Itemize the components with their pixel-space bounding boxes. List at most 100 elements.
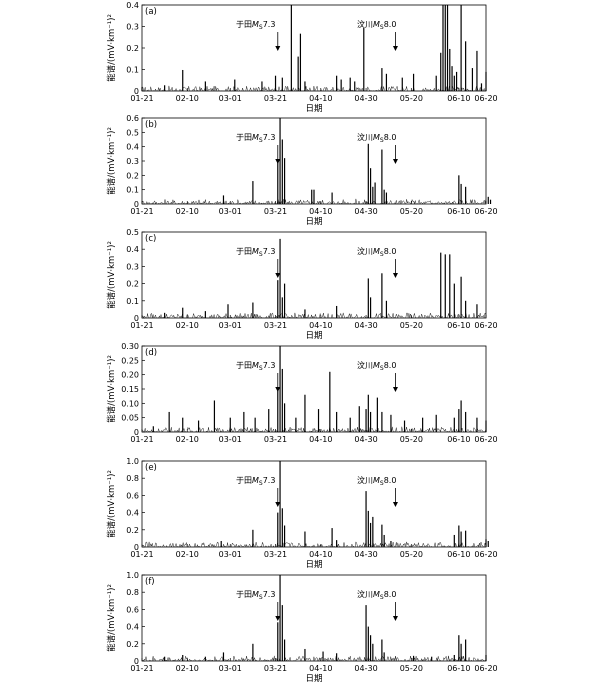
x-tick-label: 01-21	[130, 207, 153, 216]
y-tick-label: 0.10	[121, 399, 139, 408]
plot-frame	[141, 574, 487, 662]
x-tick-label: 06-20	[474, 435, 497, 444]
x-tick-label: 03-01	[219, 94, 242, 103]
x-tick-label: 03-21	[264, 321, 287, 330]
x-tick-label: 02-10	[176, 435, 199, 444]
y-tick-label: 0.5	[126, 228, 139, 237]
y-tick-label: 0.4	[126, 1, 139, 10]
y-tick-label: 0.3	[126, 23, 139, 32]
x-tick-label: 06-10	[447, 321, 470, 330]
event-arrowhead	[275, 502, 281, 507]
y-tick-label: 0.8	[126, 474, 139, 483]
x-axis-title: 日期	[305, 674, 322, 684]
y-tick-label: 0.6	[126, 491, 139, 500]
x-tick-label: 06-10	[447, 94, 470, 103]
event-arrowhead	[275, 616, 281, 621]
x-tick-label: 05-20	[400, 321, 423, 330]
panel-label: (a)	[145, 7, 157, 17]
x-tick-label: 02-10	[176, 550, 199, 559]
x-tick-label: 04-30	[354, 435, 377, 444]
x-axis-title: 日期	[305, 560, 322, 570]
event-arrowhead	[392, 502, 398, 507]
x-tick-label: 06-10	[447, 664, 470, 673]
event-arrowhead	[392, 616, 398, 621]
x-tick-label: 04-30	[354, 321, 377, 330]
x-tick-label: 03-01	[219, 550, 242, 559]
chart-panel-1: 0 0.1 0.2 0.3 0.4 01-21 02-10 03-01 03-21 04-10 04…	[106, 1, 498, 114]
event-label: 汶川MS8.0	[357, 475, 396, 487]
x-tick-label: 03-21	[264, 207, 287, 216]
x-tick-label: 06-20	[474, 94, 497, 103]
panel-label: (f)	[145, 577, 155, 587]
x-tick-label: 06-20	[474, 321, 497, 330]
x-tick-label: 01-21	[130, 321, 153, 330]
y-axis-title: 能谱/(mV·km⁻¹)²	[106, 470, 117, 538]
y-tick-label: 0.4	[126, 245, 139, 254]
series-noise	[141, 426, 487, 433]
y-tick-label: 0	[134, 657, 139, 666]
x-tick-label: 03-01	[219, 321, 242, 330]
y-tick-label: 0.2	[126, 526, 139, 535]
y-tick-label: 1.0	[126, 457, 139, 466]
y-tick-label: 0	[134, 543, 139, 552]
event-label: 汶川MS8.0	[357, 19, 396, 31]
series-noise	[141, 312, 487, 319]
x-tick-label: 06-20	[474, 207, 497, 216]
plot-frame	[141, 460, 487, 548]
y-tick-label: 0.05	[121, 414, 139, 423]
event-arrowhead	[392, 159, 398, 164]
y-axis-title: 能谱/(mV·km⁻¹)²	[106, 14, 117, 82]
x-tick-label: 04-10	[309, 664, 332, 673]
x-tick-label: 02-10	[176, 207, 199, 216]
x-tick-label: 02-10	[176, 321, 199, 330]
x-tick-label: 04-10	[309, 207, 332, 216]
chart-panel-3: 0 0.1 0.2 0.3 0.4 0.5 01-21 02-10 03-01 03-21 04-1…	[106, 228, 498, 341]
x-tick-label: 06-20	[474, 550, 497, 559]
event-arrowhead	[392, 273, 398, 278]
event-arrowhead	[275, 159, 281, 164]
x-tick-label: 02-10	[176, 94, 199, 103]
x-tick-label: 02-10	[176, 664, 199, 673]
x-tick-label: 06-10	[447, 550, 470, 559]
y-tick-label: 0	[134, 428, 139, 437]
x-tick-label: 04-10	[309, 435, 332, 444]
y-tick-label: 0.4	[126, 623, 139, 632]
y-tick-label: 0	[134, 314, 139, 323]
y-tick-label: 0.1	[126, 66, 139, 75]
y-tick-label: 0.4	[126, 143, 139, 152]
x-axis-title: 日期	[305, 217, 322, 227]
x-tick-label: 04-10	[309, 550, 332, 559]
event-label: 于田MS7.3	[236, 20, 275, 31]
x-tick-label: 03-21	[264, 664, 287, 673]
x-tick-label: 06-10	[447, 435, 470, 444]
x-tick-label: 04-30	[354, 550, 377, 559]
y-tick-label: 0.5	[126, 128, 139, 137]
x-tick-label: 06-20	[474, 664, 497, 673]
y-tick-label: 0.4	[126, 509, 139, 518]
event-label: 于田MS7.3	[236, 590, 275, 601]
y-tick-label: 0	[134, 200, 139, 209]
event-arrowhead	[392, 387, 398, 392]
x-tick-label: 03-01	[219, 435, 242, 444]
y-tick-label: 0.1	[126, 186, 139, 195]
y-tick-label: 1.0	[126, 571, 139, 580]
x-tick-label: 05-20	[400, 435, 423, 444]
y-tick-label: 0.20	[121, 371, 139, 380]
x-tick-label: 04-10	[309, 321, 332, 330]
event-arrowhead	[275, 273, 281, 278]
x-tick-label: 03-21	[264, 94, 287, 103]
event-label: 于田MS7.3	[236, 361, 275, 372]
panel-label: (b)	[145, 120, 157, 130]
event-label: 于田MS7.3	[236, 247, 275, 258]
event-arrowhead	[275, 46, 281, 51]
y-tick-label: 0.3	[126, 157, 139, 166]
event-label: 汶川MS8.0	[357, 589, 396, 601]
x-tick-label: 03-01	[219, 207, 242, 216]
plot-frame	[141, 345, 487, 433]
x-tick-label: 04-30	[354, 94, 377, 103]
event-label: 汶川MS8.0	[357, 360, 396, 372]
chart-panel-6: 0 0.2 0.4 0.6 0.8 1.0 01-21 02-10 03-01 03-21 04-1…	[106, 571, 498, 684]
x-tick-label: 01-21	[130, 94, 153, 103]
x-tick-label: 01-21	[130, 550, 153, 559]
